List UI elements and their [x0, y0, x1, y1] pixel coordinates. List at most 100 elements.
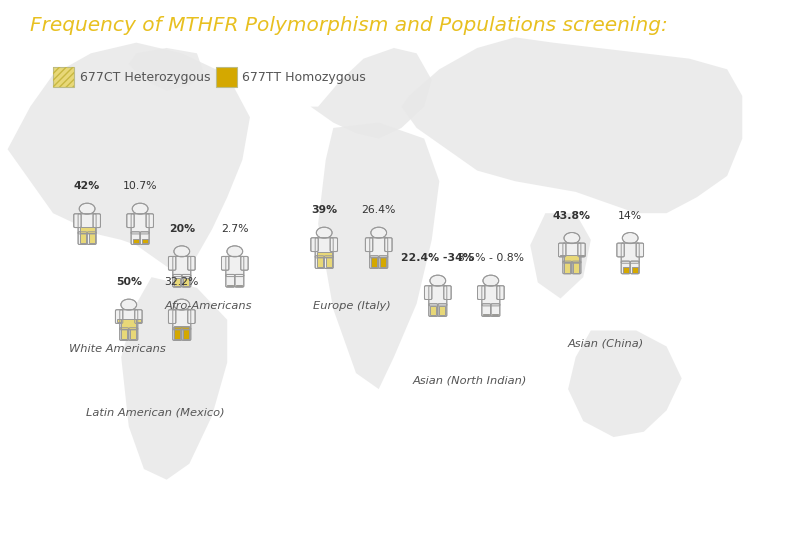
FancyBboxPatch shape — [366, 238, 373, 252]
Text: Frequency of MTHFR Polymorphism and Populations screening:: Frequency of MTHFR Polymorphism and Popu… — [30, 16, 668, 35]
Polygon shape — [310, 48, 432, 139]
Bar — [380, 257, 386, 268]
FancyBboxPatch shape — [188, 310, 195, 324]
Bar — [564, 262, 570, 273]
Text: 39%: 39% — [311, 205, 338, 215]
FancyBboxPatch shape — [134, 310, 142, 324]
FancyBboxPatch shape — [636, 243, 643, 257]
Bar — [439, 306, 446, 316]
Polygon shape — [7, 43, 250, 272]
FancyBboxPatch shape — [482, 304, 490, 317]
Text: 3.5% - 0.8%: 3.5% - 0.8% — [458, 253, 524, 263]
FancyBboxPatch shape — [478, 286, 485, 300]
FancyBboxPatch shape — [429, 286, 447, 306]
Circle shape — [121, 299, 137, 310]
FancyBboxPatch shape — [126, 214, 134, 228]
FancyBboxPatch shape — [78, 214, 96, 234]
Circle shape — [174, 246, 190, 257]
FancyBboxPatch shape — [131, 214, 149, 234]
Bar — [142, 239, 148, 244]
FancyBboxPatch shape — [315, 256, 324, 269]
Bar — [632, 267, 638, 273]
Bar — [560, 255, 564, 256]
Circle shape — [564, 232, 580, 244]
Bar — [122, 319, 136, 329]
FancyBboxPatch shape — [491, 304, 500, 317]
Bar — [579, 255, 584, 256]
FancyBboxPatch shape — [173, 328, 182, 341]
FancyBboxPatch shape — [216, 67, 237, 87]
Bar — [622, 267, 629, 273]
FancyBboxPatch shape — [578, 243, 586, 257]
Circle shape — [132, 203, 148, 214]
Circle shape — [174, 299, 190, 310]
Text: Afro-Americans: Afro-Americans — [165, 301, 252, 311]
FancyBboxPatch shape — [226, 256, 244, 277]
Bar — [117, 319, 122, 322]
Bar — [130, 329, 136, 340]
FancyBboxPatch shape — [563, 243, 581, 263]
FancyBboxPatch shape — [120, 310, 138, 330]
FancyBboxPatch shape — [120, 328, 129, 341]
Text: Asian (China): Asian (China) — [568, 338, 644, 349]
Polygon shape — [318, 123, 439, 389]
Polygon shape — [121, 277, 227, 480]
FancyBboxPatch shape — [621, 261, 630, 274]
Bar — [80, 227, 94, 233]
Circle shape — [79, 203, 95, 214]
Text: 42%: 42% — [74, 181, 100, 191]
FancyBboxPatch shape — [482, 286, 500, 306]
FancyBboxPatch shape — [378, 256, 388, 269]
Bar — [326, 257, 332, 268]
Polygon shape — [129, 48, 205, 91]
FancyBboxPatch shape — [311, 238, 318, 252]
Bar — [174, 326, 190, 329]
FancyBboxPatch shape — [87, 232, 96, 245]
Bar — [174, 329, 180, 340]
Bar — [89, 233, 94, 244]
Bar — [493, 314, 498, 316]
Polygon shape — [530, 213, 591, 298]
FancyBboxPatch shape — [617, 243, 624, 257]
FancyBboxPatch shape — [93, 214, 101, 228]
FancyBboxPatch shape — [330, 238, 338, 252]
FancyBboxPatch shape — [78, 232, 87, 245]
Bar — [174, 278, 180, 286]
FancyBboxPatch shape — [222, 256, 229, 270]
Circle shape — [430, 275, 446, 286]
Bar — [183, 278, 190, 286]
FancyBboxPatch shape — [235, 274, 244, 287]
FancyBboxPatch shape — [558, 243, 566, 257]
Text: 26.4%: 26.4% — [362, 205, 396, 215]
FancyBboxPatch shape — [444, 286, 451, 300]
Text: 43.8%: 43.8% — [553, 211, 591, 221]
Bar — [80, 233, 86, 244]
FancyBboxPatch shape — [226, 274, 234, 287]
Circle shape — [371, 227, 386, 238]
Circle shape — [483, 275, 498, 286]
Text: 14%: 14% — [618, 211, 642, 221]
Text: Asian (North Indian): Asian (North Indian) — [413, 376, 527, 386]
FancyBboxPatch shape — [563, 261, 572, 274]
FancyBboxPatch shape — [169, 310, 176, 324]
FancyBboxPatch shape — [315, 238, 333, 258]
FancyBboxPatch shape — [115, 310, 122, 324]
Bar — [317, 257, 322, 268]
FancyBboxPatch shape — [129, 328, 138, 341]
Bar — [371, 257, 377, 268]
FancyBboxPatch shape — [572, 261, 581, 274]
FancyBboxPatch shape — [241, 256, 248, 270]
Text: 22.4% -34%: 22.4% -34% — [402, 253, 474, 263]
Text: 677CT Heterozygous: 677CT Heterozygous — [79, 71, 210, 84]
FancyBboxPatch shape — [146, 214, 154, 228]
Text: White Americans: White Americans — [69, 344, 166, 354]
FancyBboxPatch shape — [131, 232, 140, 245]
FancyBboxPatch shape — [169, 256, 176, 270]
Text: 32.2%: 32.2% — [165, 277, 199, 287]
FancyBboxPatch shape — [182, 328, 190, 341]
FancyBboxPatch shape — [630, 261, 639, 274]
Circle shape — [227, 246, 242, 257]
Text: 50%: 50% — [116, 277, 142, 287]
FancyBboxPatch shape — [53, 67, 74, 87]
FancyBboxPatch shape — [324, 256, 333, 269]
